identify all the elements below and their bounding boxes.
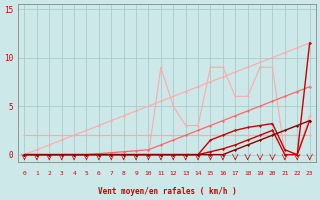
X-axis label: Vent moyen/en rafales ( km/h ): Vent moyen/en rafales ( km/h ) [98, 187, 236, 196]
